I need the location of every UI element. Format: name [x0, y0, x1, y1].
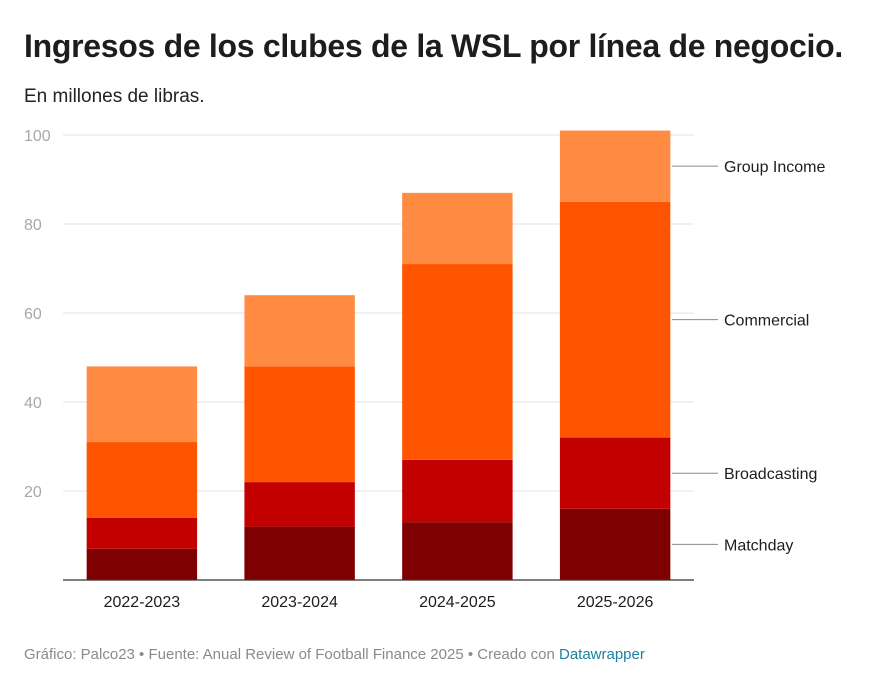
- y-tick-label: 60: [24, 306, 42, 323]
- bar-segment-matchday: [559, 508, 671, 580]
- bar-segment-commercial: [244, 366, 355, 483]
- bar-segment-broadcasting: [559, 437, 671, 509]
- bar-segment-broadcasting: [86, 517, 198, 549]
- axes: 20 40 60 80 100 2022-2023 2023-2024 2024-2025 20…: [24, 128, 694, 611]
- bar-segment-commercial: [402, 264, 513, 460]
- bar-segment-matchday: [402, 522, 513, 580]
- y-tick-label: 20: [24, 484, 42, 501]
- bar-segment-broadcasting: [402, 459, 513, 523]
- legend-label: Broadcasting: [724, 466, 817, 483]
- y-tick-label: 40: [24, 395, 42, 412]
- chart-title: Ingresos de los clubes de la WSL por lín…: [24, 28, 843, 64]
- footer-source: Gráfico: Palco23 • Fuente: Anual Review …: [24, 646, 559, 663]
- bar-segment-broadcasting: [244, 482, 355, 527]
- legend-label: Group Income: [724, 159, 825, 176]
- footer: Gráfico: Palco23 • Fuente: Anual Review …: [24, 646, 645, 663]
- legend-label: Commercial: [724, 313, 809, 330]
- bar-segment-group-income: [402, 192, 513, 265]
- bar-segment-group-income: [86, 366, 198, 443]
- x-tick-label: 2024-2025: [419, 594, 496, 611]
- bar-segment-matchday: [244, 526, 355, 580]
- bar-segment-commercial: [86, 442, 198, 518]
- bars: [86, 130, 671, 580]
- bar-segment-group-income: [559, 130, 671, 202]
- bar-segment-matchday: [86, 548, 198, 580]
- chart-subtitle: En millones de libras.: [24, 86, 205, 107]
- x-tick-label: 2025-2026: [577, 594, 654, 611]
- bar-segment-group-income: [244, 295, 355, 367]
- legend-label: Matchday: [724, 537, 793, 554]
- legend: Matchday Broadcasting Commercial Group Inco…: [672, 159, 825, 554]
- bar-segment-commercial: [559, 201, 671, 438]
- datawrapper-link[interactable]: Datawrapper: [558, 646, 645, 663]
- y-tick-label: 100: [24, 128, 51, 145]
- x-tick-label: 2023-2024: [261, 594, 338, 611]
- y-tick-label: 80: [24, 217, 42, 234]
- x-tick-label: 2022-2023: [104, 594, 181, 611]
- stacked-bar-chart: 20 40 60 80 100 2022-2023 2023-2024 2024-2025 20…: [24, 128, 825, 611]
